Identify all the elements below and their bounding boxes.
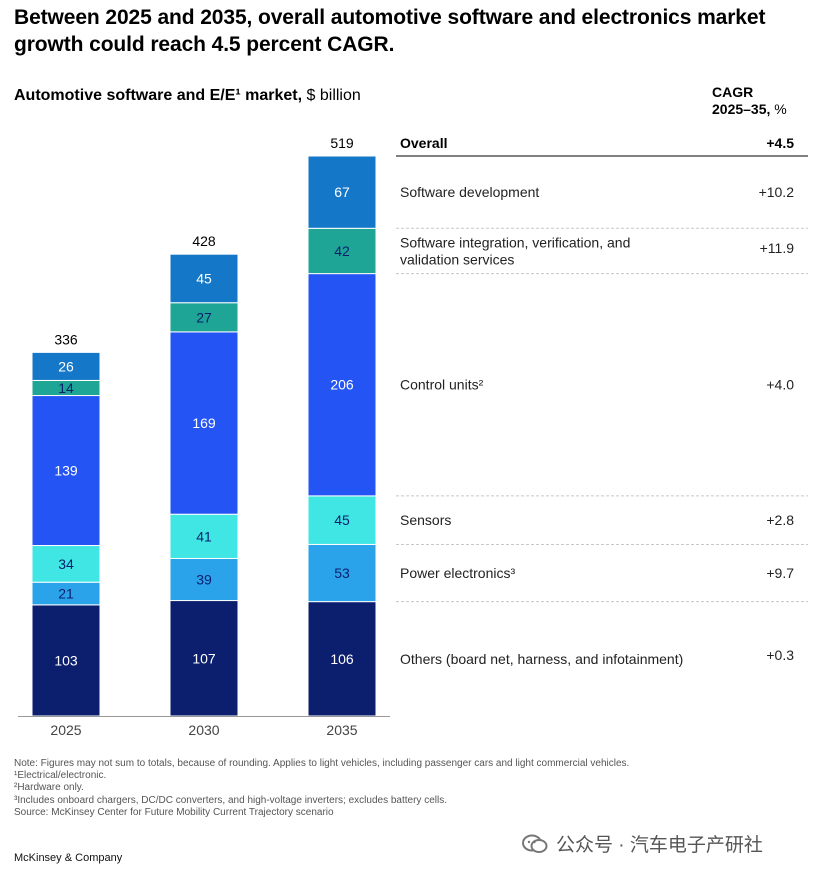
bar-total-label: 428 bbox=[192, 233, 216, 249]
legend-series-cagr: +0.3 bbox=[766, 647, 794, 663]
bar-segment bbox=[169, 331, 239, 515]
bar-value-label: 169 bbox=[192, 415, 216, 431]
bar-value-label: 26 bbox=[58, 358, 74, 374]
cagr-column-header: CAGR 2025–35, % bbox=[712, 84, 787, 118]
cagr-header-period: 2025–35, bbox=[712, 101, 771, 117]
bar-value-label: 45 bbox=[196, 270, 212, 286]
bar-value-label: 139 bbox=[54, 463, 78, 479]
legend-series-label: validation services bbox=[400, 251, 514, 267]
overall-cagr: +4.5 bbox=[766, 135, 794, 151]
subtitle-label: Automotive software and E/E¹ market, bbox=[14, 87, 303, 104]
legend-series-cagr: +4.0 bbox=[766, 377, 794, 393]
chart-title: Between 2025 and 2035, overall automotiv… bbox=[14, 6, 766, 56]
stacked-bar-chart: 103 21 34 139 14 26 336 2025 107 39 41 169 27 45 428 20… bbox=[18, 135, 808, 738]
legend-series-label: Control units² bbox=[400, 377, 484, 393]
bar-segment bbox=[307, 601, 377, 717]
bar-segment bbox=[307, 227, 377, 275]
watermark: 公众号 · 汽车电子产研社 bbox=[522, 830, 763, 857]
bar-segment bbox=[307, 543, 377, 603]
bar-value-label: 45 bbox=[334, 512, 350, 528]
cagr-header-title: CAGR bbox=[712, 84, 754, 100]
bar-value-label: 107 bbox=[192, 650, 216, 666]
legend-series-label: Software development bbox=[400, 184, 539, 200]
bar-segment bbox=[169, 253, 239, 304]
legend-series-label: Sensors bbox=[400, 512, 451, 528]
x-tick-label: 2025 bbox=[50, 722, 81, 738]
bar-value-label: 21 bbox=[58, 586, 74, 602]
watermark-text: 公众号 · 汽车电子产研社 bbox=[556, 835, 763, 856]
bar-segment bbox=[307, 155, 377, 229]
x-tick-label: 2035 bbox=[326, 722, 357, 738]
bar-segment bbox=[31, 604, 101, 717]
bar-segment bbox=[307, 495, 377, 545]
cagr-header-unit: % bbox=[774, 101, 787, 117]
legend-series-cagr: +11.9 bbox=[760, 240, 795, 256]
bar-total-label: 336 bbox=[54, 331, 78, 347]
bar-value-label: 103 bbox=[54, 652, 78, 668]
legend-series-label: Software integration, verification, and bbox=[400, 234, 630, 250]
bar-segment bbox=[307, 273, 377, 497]
bar-value-label: 39 bbox=[196, 572, 212, 588]
bar-total-label: 519 bbox=[330, 135, 354, 151]
bar-value-label: 34 bbox=[58, 556, 74, 572]
subtitle-unit: $ billion bbox=[306, 87, 361, 104]
legend-series-cagr: +10.2 bbox=[759, 184, 795, 200]
bar-value-label: 106 bbox=[330, 651, 354, 667]
brand-label: McKinsey & Company bbox=[14, 852, 123, 864]
wechat-icon bbox=[522, 834, 548, 853]
legend-series-cagr: +9.7 bbox=[766, 565, 794, 581]
bar-segment bbox=[31, 395, 101, 547]
bar-segment bbox=[31, 351, 101, 381]
footnote-1: ¹Electrical/electronic. bbox=[14, 770, 107, 782]
footnote-2: ²Hardware only. bbox=[14, 782, 84, 794]
chart-subtitle: Automotive software and E/E¹ market, $ b… bbox=[14, 86, 361, 106]
footnotes: Note: Figures may not sum to totals, bec… bbox=[14, 758, 794, 819]
bar-value-label: 41 bbox=[196, 528, 212, 544]
bar-value-label: 27 bbox=[196, 309, 212, 325]
bar-value-label: 53 bbox=[334, 565, 350, 581]
bar-segment bbox=[169, 513, 239, 559]
bar-value-label: 14 bbox=[58, 380, 74, 396]
bar-value-label: 206 bbox=[330, 377, 354, 393]
legend-series-label: Others (board net, harness, and infotain… bbox=[400, 651, 683, 667]
overall-label: Overall bbox=[400, 135, 447, 151]
footnote-note: Note: Figures may not sum to totals, bec… bbox=[14, 758, 630, 769]
legend-series-label: Power electronics³ bbox=[400, 565, 515, 581]
bar-value-label: 42 bbox=[334, 243, 350, 259]
bar-segment bbox=[169, 557, 239, 602]
footnote-source: Source: McKinsey Center for Future Mobil… bbox=[14, 806, 334, 818]
footnote-3: ³Includes onboard chargers, DC/DC conver… bbox=[14, 794, 447, 806]
legend-series-cagr: +2.8 bbox=[766, 512, 794, 528]
x-tick-label: 2030 bbox=[188, 722, 219, 738]
bar-value-label: 67 bbox=[334, 184, 350, 200]
